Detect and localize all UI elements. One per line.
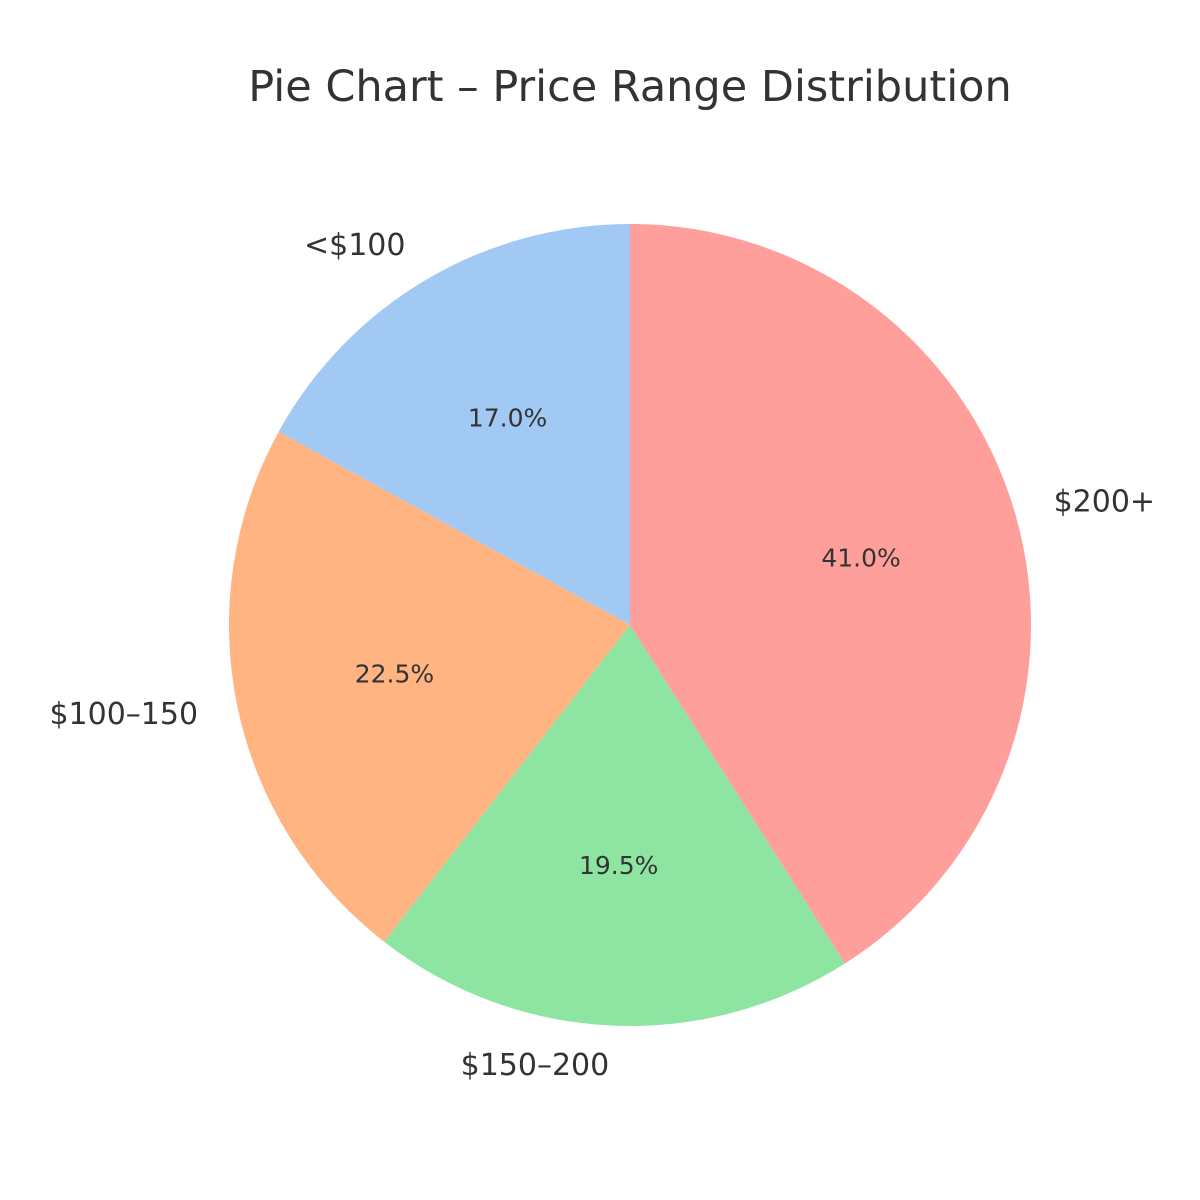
pie-slice-200 <box>630 224 1031 964</box>
pie-slices <box>228 224 1031 1026</box>
pie-slice-150-200 <box>384 625 845 1026</box>
slice-percent-label: 22.5% <box>355 659 434 688</box>
slice-category-label: $150–200 <box>461 1048 610 1083</box>
pie-slice-100-150 <box>228 431 631 942</box>
slice-category-label: $100–150 <box>49 697 198 732</box>
slice-category-label: <$100 <box>304 228 405 263</box>
pie-labels: 17.0% <$100 22.5% $100–150 19.5% $150–200 41.0… <box>49 228 1155 1083</box>
slice-percent-label: 41.0% <box>821 543 900 572</box>
chart-title: Pie Chart – Price Range Distribution <box>248 62 1012 112</box>
slice-percent-label: 17.0% <box>468 403 547 432</box>
pie-slice-100 <box>278 224 630 625</box>
slice-percent-label: 19.5% <box>579 851 658 880</box>
slice-category-label: $200+ <box>1054 484 1155 519</box>
